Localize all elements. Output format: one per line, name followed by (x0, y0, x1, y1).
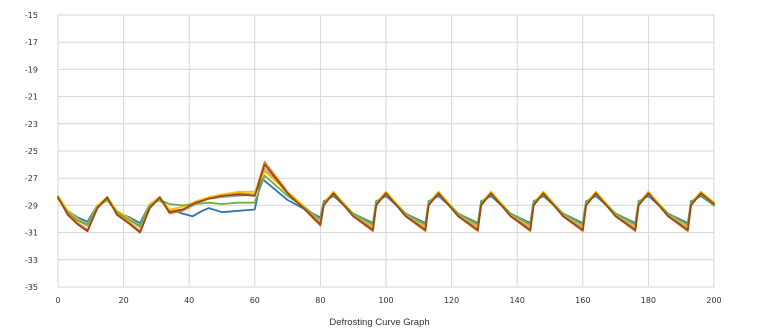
x-axis-ticks: 0 20 40 60 80 100 120 140 160 180 200 (55, 296, 721, 305)
y-tick-label: -21 (25, 93, 38, 102)
y-tick-label: -29 (25, 201, 38, 210)
series-line-6 (57, 163, 715, 234)
y-tick-label: -33 (25, 256, 38, 265)
x-tick-label: 160 (575, 296, 590, 305)
y-tick-label: -31 (25, 229, 38, 238)
x-tick-label: 100 (378, 296, 393, 305)
chart-caption: Defrosting Curve Graph (329, 317, 430, 328)
x-tick-label: 120 (444, 296, 459, 305)
y-tick-label: -27 (25, 174, 38, 183)
y-tick-label: -23 (25, 120, 38, 129)
x-tick-label: 200 (706, 296, 721, 305)
x-tick-label: 40 (184, 296, 194, 305)
y-tick-label: -25 (25, 147, 38, 156)
y-tick-label: -15 (25, 11, 38, 20)
y-tick-label: -19 (25, 65, 38, 74)
y-axis-ticks: -15 -17 -19 -21 -23 -25 -27 -29 -31 -33 -35 (25, 11, 38, 292)
x-tick-label: 140 (510, 296, 525, 305)
x-tick-label: 180 (641, 296, 656, 305)
x-tick-label: 80 (315, 296, 325, 305)
y-tick-label: -17 (25, 38, 38, 47)
x-tick-label: 20 (119, 296, 129, 305)
series-lines (57, 160, 715, 234)
y-tick-label: -35 (25, 283, 38, 292)
x-tick-label: 0 (55, 296, 60, 305)
x-tick-label: 60 (250, 296, 260, 305)
gridlines (57, 14, 715, 288)
